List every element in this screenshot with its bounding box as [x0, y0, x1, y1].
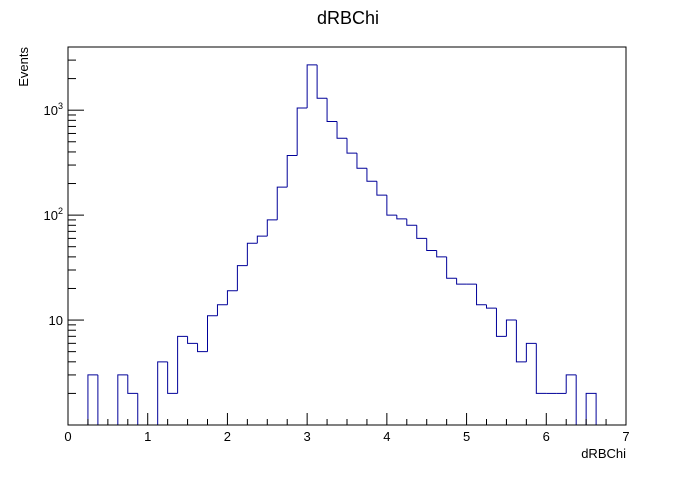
x-tick-label: 0 [64, 429, 71, 444]
histogram-bin [446, 256, 457, 279]
histogram-bin [376, 181, 387, 196]
histogram-bin [296, 107, 308, 156]
histogram-bin [306, 64, 318, 108]
x-tick-label: 4 [383, 429, 390, 444]
histogram-bin [505, 319, 517, 337]
histogram-bin [366, 168, 377, 182]
histogram-bin [386, 195, 397, 216]
plot-frame [67, 46, 627, 426]
x-tick-label: 7 [622, 429, 629, 444]
histogram-bin [525, 342, 537, 362]
histogram-bin [436, 250, 447, 258]
histogram-bin [127, 374, 138, 394]
histogram-bin [346, 138, 357, 154]
histogram-bin [406, 218, 417, 226]
y-axis-label: Events [16, 47, 31, 87]
y-tick-label: 102 [44, 206, 63, 223]
histogram-bin [236, 265, 248, 291]
histogram-series [68, 64, 597, 426]
histogram-bin [246, 242, 258, 266]
y-tick-label: 103 [44, 101, 63, 118]
histogram-bin [426, 238, 437, 252]
histogram-bin [486, 304, 497, 309]
histogram-bin [286, 154, 298, 188]
y-tick-label: 10 [49, 313, 63, 328]
histogram-bin [316, 64, 328, 99]
histogram-bin [187, 336, 198, 344]
x-tick-label: 5 [463, 429, 470, 444]
histogram-bin [515, 320, 527, 363]
histogram-bin [565, 374, 577, 394]
histogram-bin [157, 361, 168, 425]
histogram-bin [356, 153, 367, 169]
histogram-bin [326, 98, 338, 122]
histogram-bin [276, 186, 288, 220]
histogram-bin [216, 304, 228, 316]
histogram-bin [266, 219, 278, 237]
x-tick-label: 1 [144, 429, 151, 444]
histogram-bin [226, 290, 238, 305]
histogram-bin [336, 121, 347, 139]
histogram-bin [87, 374, 98, 425]
histogram-bin [495, 308, 507, 337]
histogram-bin [456, 278, 467, 285]
histogram-bin [117, 374, 128, 425]
histogram-bin [207, 315, 218, 352]
x-tick-label: 3 [304, 429, 311, 444]
histogram-bin [416, 225, 427, 239]
histogram-bin [476, 284, 487, 306]
histogram-bin [256, 235, 268, 244]
histogram-bin [197, 343, 208, 353]
chart-title: dRBChi [317, 8, 379, 28]
histogram-bin [177, 335, 188, 394]
x-tick-label: 6 [543, 429, 550, 444]
x-axis-label: dRBChi [581, 446, 626, 461]
histogram-bin [396, 215, 407, 220]
histogram-bin [585, 392, 597, 425]
x-tick-label: 2 [224, 429, 231, 444]
histogram-bin [167, 361, 178, 394]
histogram-bin [535, 343, 547, 394]
